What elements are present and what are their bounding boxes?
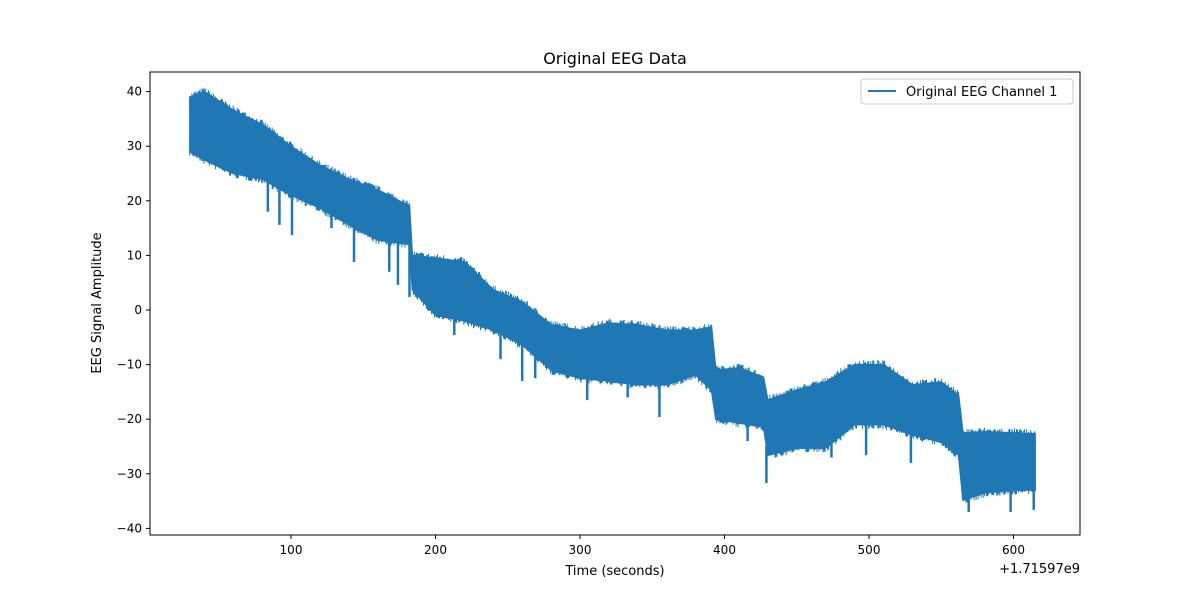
x-axis-label: Time (seconds) (564, 564, 664, 579)
y-tick-label: −20 (117, 412, 142, 426)
axes: 100 200 300 400 500 600 −40 −30 −20 −10 0 10 20 30 40 (117, 71, 1081, 557)
y-tick-label: −40 (117, 521, 142, 535)
chart-title: Original EEG Data (543, 49, 687, 68)
y-tick-label: 0 (134, 303, 142, 317)
legend-label: Original EEG Channel 1 (906, 85, 1057, 100)
y-tick-label: 10 (127, 248, 142, 262)
axes-frame (149, 71, 1081, 536)
y-tick-label: −30 (117, 467, 142, 481)
x-tick-label: 600 (1002, 543, 1025, 557)
plot-area (189, 87, 1036, 513)
x-offset-text: +1.71597e9 (999, 562, 1080, 577)
signal-line (189, 87, 1036, 503)
x-tick-label: 500 (858, 543, 881, 557)
x-tick-label: 200 (424, 543, 447, 557)
legend-box (860, 78, 1074, 105)
x-tick-label: 400 (713, 543, 736, 557)
x-tick-label: 300 (569, 543, 592, 557)
y-tick-label: 40 (127, 85, 142, 99)
x-tick-label: 100 (280, 543, 303, 557)
y-tick-label: 20 (127, 194, 142, 208)
y-axis-label: EEG Signal Amplitude (90, 232, 105, 373)
signal-band (189, 90, 1036, 502)
y-tick-label: −10 (117, 358, 142, 372)
y-tick-label: 30 (127, 139, 142, 153)
legend: Original EEG Channel 1 (860, 78, 1074, 105)
